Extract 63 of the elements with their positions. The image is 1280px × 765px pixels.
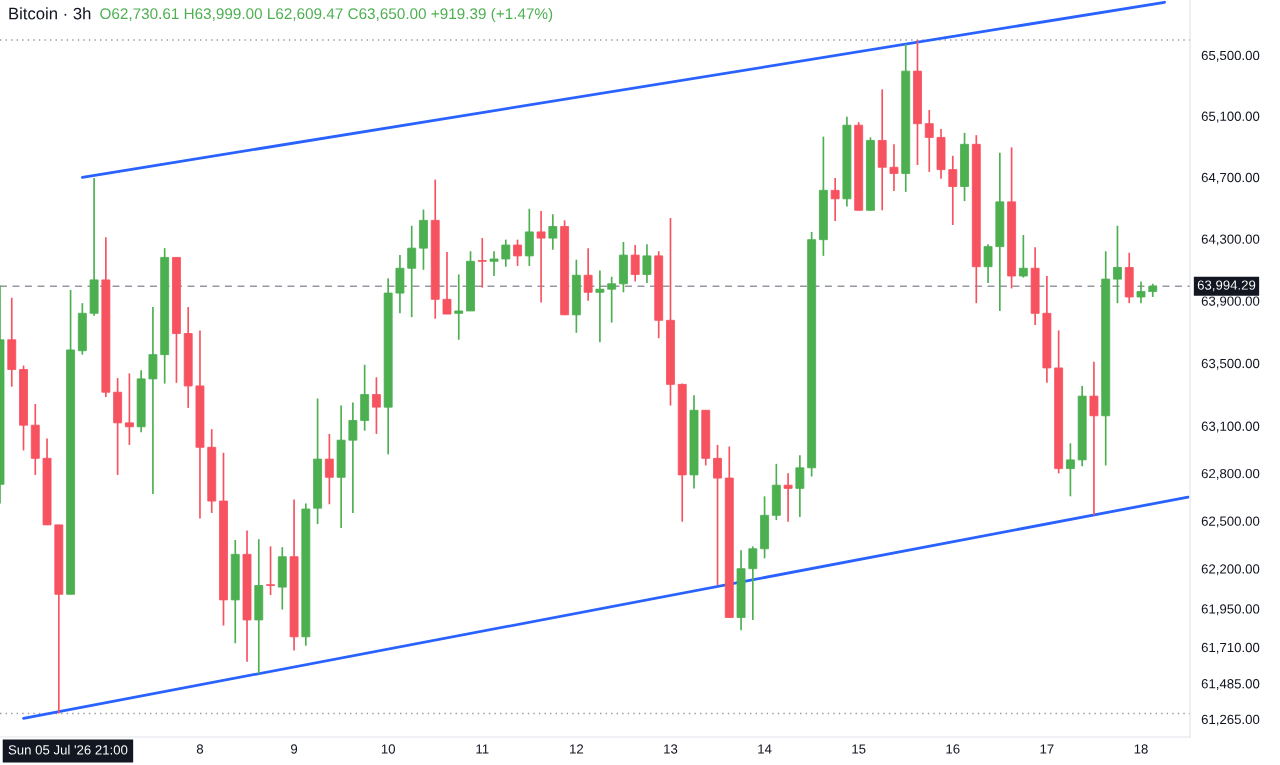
candlestick (748, 545, 758, 621)
candlestick (830, 177, 840, 222)
candlestick (477, 237, 487, 289)
candlestick (501, 238, 511, 268)
candlestick (124, 372, 134, 446)
candlestick (371, 376, 381, 435)
candlestick (266, 545, 275, 596)
x-tick-label: 9 (291, 744, 298, 754)
y-tick-label: 61,710.00 (1201, 642, 1260, 654)
y-tick-label: 61,950.00 (1201, 604, 1260, 616)
x-tick-label: 14 (758, 744, 772, 754)
x-tick-label: 8 (196, 744, 204, 754)
chart-subtitle: O62,730.61 H63,999.00 L62,609.47 C63,650.00 +919.39 (+1.47%) (100, 7, 553, 23)
candlestick (324, 433, 334, 506)
candlestick (1089, 360, 1099, 517)
candlestick (924, 109, 934, 173)
candlestick (442, 251, 452, 315)
text: Sun 05 Jul '26 21:00 (8, 744, 128, 755)
candlestick (407, 224, 417, 319)
candlestick (948, 154, 958, 226)
x-tick-label: 18 (1134, 744, 1148, 754)
y-tick-label: 61,265.00 (1201, 714, 1260, 726)
candlestick (583, 247, 593, 302)
ref-line-label: 63,994.29 (1197, 280, 1256, 292)
y-tick-label: 61,485.00 (1201, 679, 1260, 691)
candlestick (454, 273, 464, 341)
y-tick-label: 62,800.00 (1201, 468, 1260, 480)
candlestick (536, 210, 546, 304)
candlestick (1065, 442, 1075, 498)
y-tick-label: 65,500.00 (1201, 50, 1260, 62)
candlestick (713, 444, 722, 587)
y-tick-label: 64,300.00 (1201, 234, 1260, 246)
chart-title: Bitcoin · 3h (9, 7, 91, 20)
x-tick-label: 11 (476, 744, 489, 754)
y-tick-label: 64,700.00 (1201, 172, 1260, 184)
candlestick (548, 213, 558, 251)
x-tick-label: 12 (570, 744, 584, 754)
candlestick (795, 454, 805, 518)
x-tick-label: 15 (852, 744, 866, 754)
x-tick-label: 16 (946, 744, 960, 754)
candlestick (642, 243, 652, 284)
candlestick (983, 243, 993, 284)
x-tick-label: 13 (664, 744, 678, 754)
y-tick-label: 62,200.00 (1201, 564, 1260, 576)
candlestick (595, 269, 605, 343)
candlestick (607, 275, 617, 324)
candlestick (513, 238, 522, 267)
candlestick (489, 250, 499, 277)
candlestick (348, 401, 358, 514)
candlestick (1113, 224, 1122, 305)
candlestick (524, 207, 534, 267)
y-tick-label: 62,500.00 (1201, 516, 1260, 528)
y-tick-label: 63,100.00 (1201, 421, 1260, 433)
candlestick (1018, 234, 1028, 279)
x-tick-label: 17 (1040, 744, 1054, 754)
x-tick-label: 10 (381, 744, 395, 754)
y-tick-label: 65,100.00 (1201, 111, 1260, 123)
y-tick-label: 63,500.00 (1201, 358, 1260, 370)
y-tick-label: 63,900.00 (1201, 296, 1260, 308)
candlestick (889, 143, 899, 192)
candlestick (783, 472, 793, 523)
candlestick (1136, 280, 1146, 305)
candlestick (630, 244, 640, 283)
